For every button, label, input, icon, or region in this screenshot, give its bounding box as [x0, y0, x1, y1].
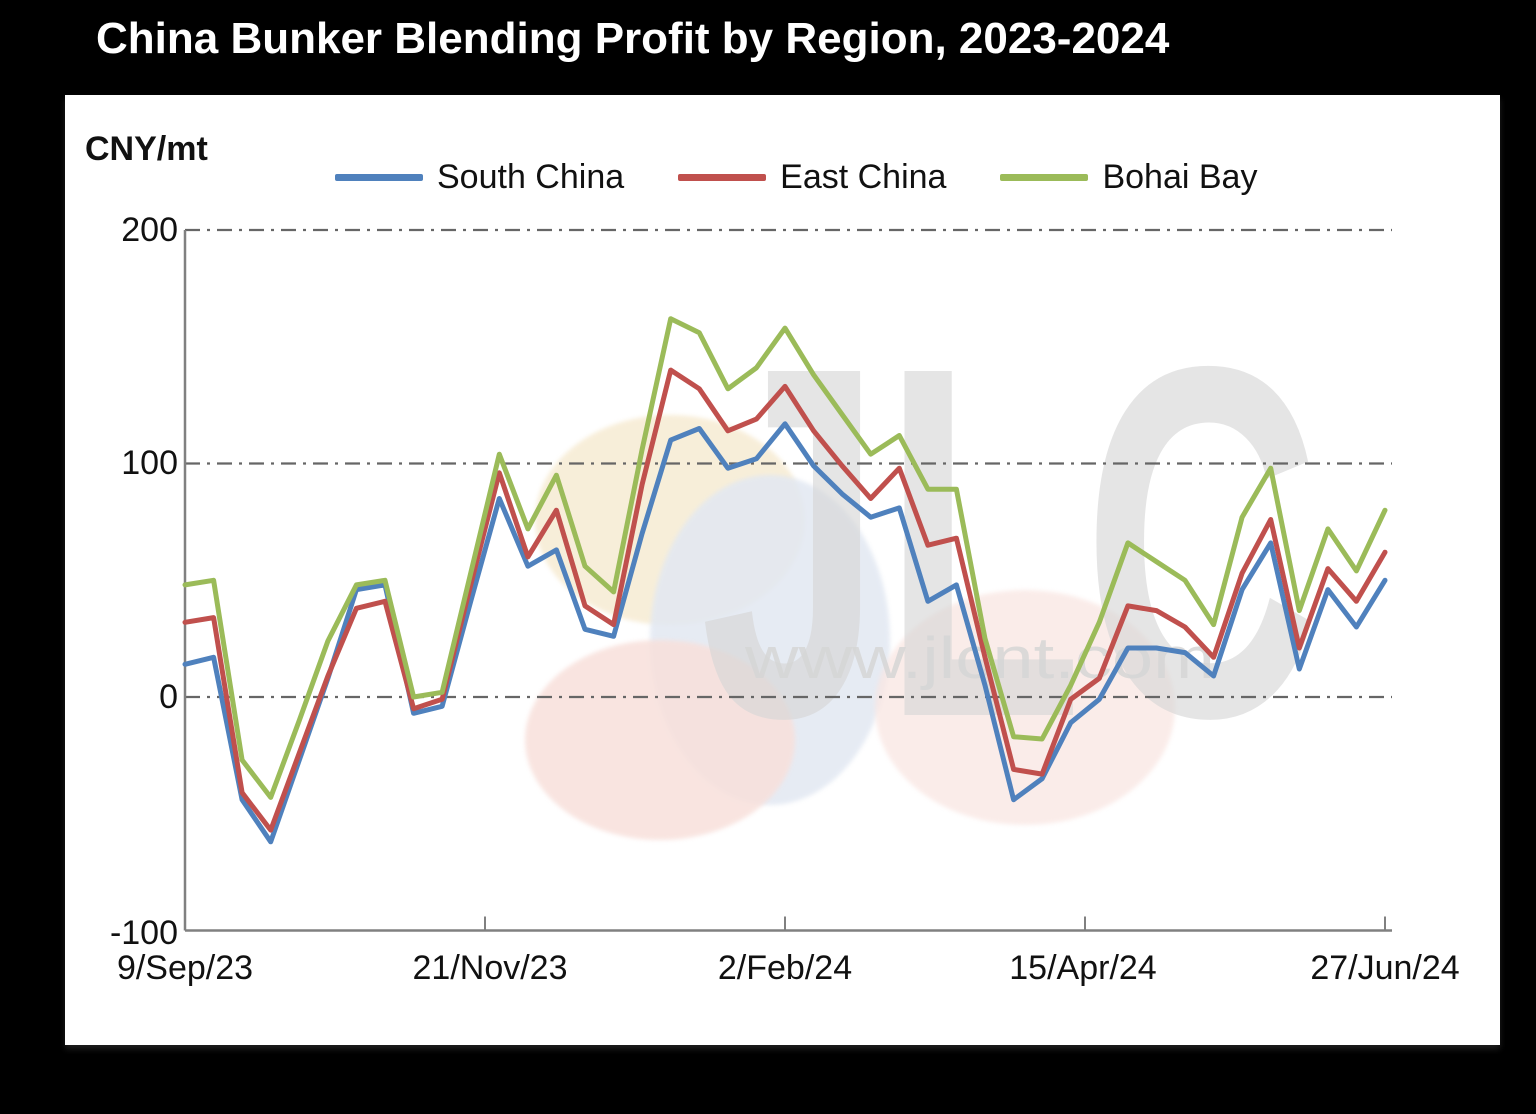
x-tick-label-15apr24: 15/Apr/24	[1009, 949, 1157, 987]
legend-label-east-china: East China	[780, 158, 947, 196]
legend-swatch-east-china	[678, 174, 767, 181]
watermark-logo-shape-pink2	[875, 590, 1175, 825]
chart-title: China Bunker Blending Profit by Region, …	[96, 14, 1170, 63]
legend-label-bohai-bay: Bohai Bay	[1102, 158, 1258, 196]
y-tick-label-n100: -100	[109, 914, 178, 952]
y-tick-label-100: 100	[121, 444, 178, 482]
legend-item-east-china: East China	[678, 158, 946, 197]
legend-item-south-china: South China	[335, 158, 624, 197]
x-tick-label-9sep23: 9/Sep/23	[116, 949, 254, 987]
y-tick-label-200: 200	[121, 211, 178, 249]
x-tick-label-21nov23: 21/Nov/23	[412, 949, 568, 987]
y-axis-unit-label: CNY/mt	[85, 130, 208, 168]
chart-panel	[65, 95, 1500, 1045]
legend-label-south-china: South China	[437, 158, 625, 196]
y-tick-label-0: 0	[159, 678, 178, 716]
x-tick-label-2feb24: 2/Feb/24	[717, 949, 853, 987]
legend-swatch-south-china	[335, 174, 423, 181]
legend-item-bohai-bay: Bohai Bay	[1000, 158, 1257, 197]
watermark-logo-shape-pink	[525, 640, 795, 840]
legend-swatch-bohai-bay	[1000, 174, 1089, 181]
x-tick-label-27jun24: 27/Jun/24	[1310, 949, 1460, 987]
legend: South China East China Bohai Bay	[335, 158, 1311, 197]
